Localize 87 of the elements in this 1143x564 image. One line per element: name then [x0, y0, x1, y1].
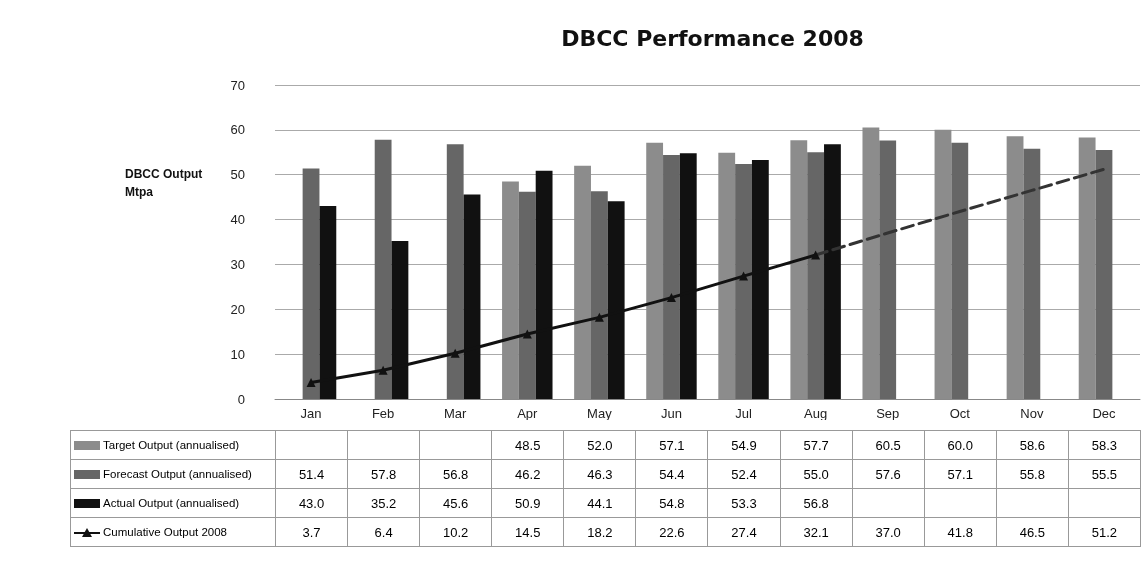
bar	[807, 152, 825, 399]
data-label: 57.1	[635, 430, 708, 460]
data-label: 48.5	[491, 430, 564, 460]
data-label: 60.5	[852, 430, 925, 460]
data-label: 45.6	[419, 488, 492, 518]
point	[594, 312, 604, 322]
data-label: 46.2	[491, 459, 564, 489]
point	[450, 348, 460, 358]
data-label: 10.2	[419, 517, 492, 547]
y-tick-label: 30	[230, 256, 245, 272]
data-label: 53.3	[707, 488, 781, 518]
legend-label: Actual Output (annualised)	[70, 488, 276, 518]
y-tick-label: 50	[230, 167, 245, 183]
point	[666, 293, 676, 303]
y-axis-title: DBCC Output Mtpa	[125, 167, 203, 199]
x-tick-label: Jun	[660, 406, 682, 421]
text: 37.0	[875, 524, 901, 540]
data-label: 54.9	[707, 430, 781, 460]
data-label: 57.1	[924, 459, 997, 489]
bar	[590, 191, 608, 399]
data-label: 44.1	[563, 488, 636, 518]
x-tick-label: Sep	[876, 406, 900, 421]
data-label: 18.2	[563, 517, 636, 547]
y-tick-label: 40	[230, 212, 245, 228]
data-label: 54.4	[635, 459, 708, 489]
x-tick-label: Dec	[1092, 406, 1117, 421]
data-label: 58.6	[996, 430, 1069, 460]
bar	[1023, 148, 1041, 399]
data-label: 60.0	[924, 430, 997, 460]
point	[739, 271, 749, 281]
data-label: 43.0	[275, 488, 348, 518]
data-label: 3.7	[275, 517, 348, 547]
data-label: 54.8	[635, 488, 708, 518]
chart-title: DBCC Performance 2008	[561, 25, 864, 51]
bar	[735, 163, 752, 399]
point	[306, 377, 316, 387]
x-tick-label: Jan	[300, 406, 322, 421]
x-tick-label: Aug	[804, 406, 828, 421]
y-tick-label: 0	[237, 391, 245, 407]
y-tick-label: 10	[230, 346, 245, 362]
data-label: 55.8	[996, 459, 1069, 489]
bar	[302, 168, 320, 399]
bar	[1095, 150, 1113, 399]
bar	[824, 144, 841, 399]
data-label: 27.4	[707, 517, 781, 547]
point	[811, 250, 821, 260]
data-label: 55.0	[780, 459, 853, 489]
bar	[374, 139, 392, 399]
bar	[663, 154, 680, 399]
y-tick-label: 70	[230, 77, 245, 93]
y-tick-label: 60	[230, 122, 245, 138]
data-label: 57.7	[780, 430, 853, 460]
legend-label: Target Output (annualised)	[70, 430, 276, 460]
data-label: 35.2	[347, 488, 420, 518]
data-label: 52.4	[707, 459, 781, 489]
legend-label: Forecast Output (annualised)	[70, 459, 276, 489]
data-label: 58.3	[1068, 430, 1141, 460]
text: 41.8	[947, 524, 973, 540]
bar	[446, 144, 464, 399]
data-label: 14.5	[491, 517, 564, 547]
data-label: 57.8	[347, 459, 420, 489]
bar	[518, 191, 536, 399]
data-label: 51.4	[275, 459, 348, 489]
legend-label: Cumulative Output 2008	[70, 517, 276, 547]
bar	[879, 140, 897, 399]
text: 51.2	[1091, 524, 1118, 540]
y-tick-label: 20	[230, 301, 245, 317]
data-label: 57.6	[852, 459, 925, 489]
x-tick-label: Oct	[949, 406, 971, 421]
data-label: 52.0	[563, 430, 636, 460]
text: 46.5	[1019, 524, 1045, 540]
x-tick-label: Feb	[371, 406, 395, 421]
x-tick-label: Jul	[735, 406, 752, 421]
data-label: 56.8	[419, 459, 492, 489]
data-label: 22.6	[635, 517, 708, 547]
x-tick-label: Apr	[517, 406, 539, 421]
bar	[951, 142, 969, 399]
x-tick-label: Nov	[1020, 406, 1044, 421]
data-label: 50.9	[491, 488, 564, 518]
data-label: 46.3	[563, 459, 636, 489]
x-tick-label: May	[587, 406, 613, 421]
data-label: 32.1	[780, 517, 853, 547]
point	[378, 365, 388, 375]
data-label: 56.8	[780, 488, 853, 518]
data-label: 6.4	[347, 517, 420, 547]
x-tick-label: Mar	[444, 406, 468, 421]
data-label: 55.5	[1068, 459, 1141, 489]
